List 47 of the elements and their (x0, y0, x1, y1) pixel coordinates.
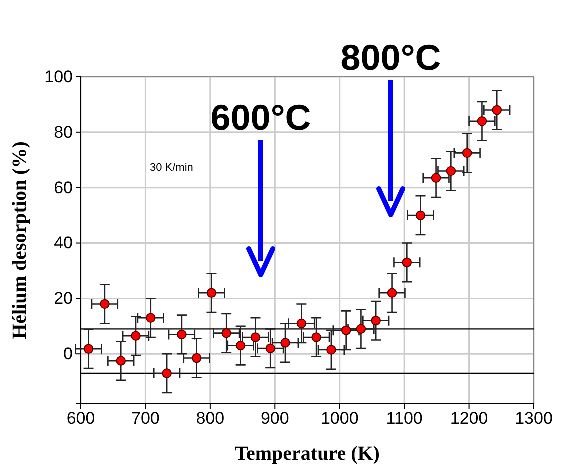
point (477, 116, 488, 126)
annotation: 600°C (210, 97, 312, 138)
point (296, 318, 307, 328)
annotation: 800°C (340, 37, 442, 78)
x-tick-label: 600 (66, 409, 96, 428)
x-tick-label: 700 (132, 409, 160, 428)
point (387, 288, 398, 298)
x-tick-label: 1300 (515, 409, 553, 428)
point (236, 340, 246, 351)
y-axis-title: Hélium desorption (%) (9, 142, 31, 340)
point (206, 288, 217, 298)
x-axis-title: Temperature (K) (235, 443, 380, 465)
point (250, 332, 261, 342)
point (266, 344, 276, 354)
y-tick-label: 0 (64, 344, 73, 364)
point (100, 299, 110, 310)
point (312, 332, 322, 342)
x-tick-label: 1200 (450, 409, 488, 428)
x-tick-label: 900 (260, 409, 290, 428)
point (146, 313, 156, 323)
point (131, 331, 141, 341)
point (84, 344, 94, 354)
point (280, 338, 290, 348)
point (222, 328, 232, 338)
x-tick-label: 1000 (320, 409, 359, 428)
point (402, 258, 412, 268)
y-tick-label: 100 (44, 67, 73, 86)
point (162, 368, 172, 378)
point (326, 345, 336, 355)
point (177, 330, 187, 340)
point (341, 326, 352, 336)
point (492, 105, 502, 116)
point (371, 316, 381, 326)
point (192, 353, 202, 364)
y-tick-label: 20 (54, 289, 73, 308)
point (356, 324, 366, 334)
point (116, 356, 126, 366)
point (446, 166, 456, 176)
y-tick-label: 80 (54, 122, 73, 142)
point (462, 148, 472, 158)
annotation: 30 K/min (150, 162, 194, 174)
point (416, 210, 426, 220)
y-tick-label: 60 (54, 178, 73, 198)
y-tick-label: 40 (54, 234, 73, 253)
point (431, 173, 442, 184)
x-tick-label: 800 (196, 409, 225, 428)
x-tick-label: 1100 (386, 409, 423, 428)
